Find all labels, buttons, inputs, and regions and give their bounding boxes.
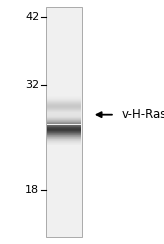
- Text: 32: 32: [25, 81, 39, 90]
- Text: 18: 18: [25, 185, 39, 195]
- Text: v-H-Ras: v-H-Ras: [121, 108, 164, 121]
- Text: 42: 42: [25, 12, 39, 22]
- Bar: [46, 7, 82, 237]
